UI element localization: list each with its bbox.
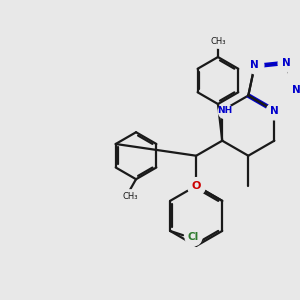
Text: N: N	[270, 106, 279, 116]
Text: Cl: Cl	[188, 232, 199, 242]
Text: N: N	[250, 60, 259, 70]
Text: N: N	[292, 85, 300, 95]
Text: NH: NH	[218, 106, 233, 115]
Text: N: N	[281, 58, 290, 68]
Text: O: O	[191, 181, 201, 191]
Text: CH₃: CH₃	[210, 37, 226, 46]
Text: CH₃: CH₃	[123, 192, 138, 201]
